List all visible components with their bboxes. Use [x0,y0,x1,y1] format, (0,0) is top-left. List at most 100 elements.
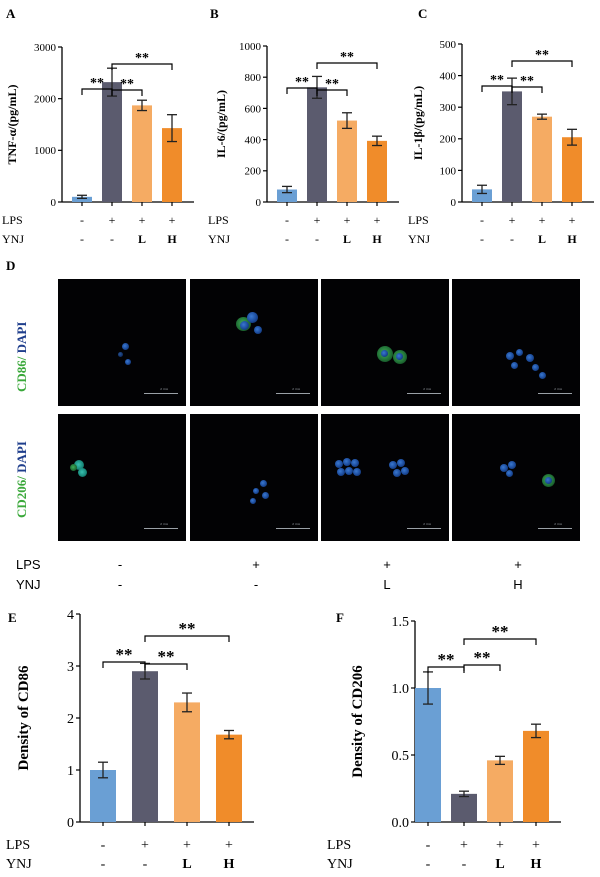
panel-letter-e: E [8,610,17,625]
significance-stars: ** [474,648,491,667]
panel-letter-d: D [6,258,16,273]
cell-nucleus [122,343,129,350]
micro-cd206-control: 2 mA [58,414,186,541]
lps-value: - [80,213,84,227]
cell-nucleus [262,492,269,499]
significance-bracket [511,60,573,67]
micro-cd206-lps-ynj-l: 2 mA [321,414,449,541]
cell-nucleus [260,480,267,487]
bar [523,730,549,822]
row-label-cd86-text: CD86/ [14,356,29,392]
y-axis-label: IL-6/(pg/mL) [214,90,228,158]
bar [216,734,242,822]
significance-bracket [463,664,501,671]
y-tick-label: 0.5 [392,749,410,764]
micro-lps-label: LPS [16,557,41,572]
cell-nucleus [532,364,539,371]
scale-bar-text: 2 mA [160,387,168,391]
ynj-value: H [372,232,382,246]
micro-lps-0: - [117,557,123,572]
cell-nucleus [526,354,534,362]
lps-value: - [285,213,289,227]
y-axis-label: TNF-α/(pg/mL) [5,84,19,164]
significance-stars: ** [325,77,339,92]
lps-value: + [314,213,321,227]
cell-nucleus [389,461,397,469]
significance-stars: ** [179,619,196,638]
scale-bar-text: 2 mA [160,522,168,526]
bar [532,116,552,202]
scale-bar [407,528,441,529]
scale-bar [144,393,178,394]
cell-nucleus [506,470,513,477]
y-axis-label: Density of CD206 [350,665,366,778]
scale-bar-text: 2 mA [292,387,300,391]
lps-label: LPS [408,213,429,227]
y-tick-label: 300 [440,102,457,114]
y-tick-label: 800 [245,72,262,84]
lps-value: + [496,838,504,853]
significance-bracket [144,663,188,670]
row-label-cd206: CD206/ DAPI [14,441,30,518]
lps-value: + [225,838,233,853]
significance-bracket [144,635,230,642]
lps-value: - [101,838,106,853]
microscopy-grid: 2 mA 2 mA 2 mA 2 mA [58,279,582,541]
micro-ynj-label: YNJ [16,577,41,592]
micro-cd86-lps: 2 mA [190,279,318,406]
y-tick-label: 0.0 [392,816,410,831]
panel-letter-a: A [6,6,16,21]
y-tick-label: 0 [256,197,262,209]
ynj-value: - [143,857,148,872]
significance-stars: ** [520,74,534,89]
cell-nucleus [253,488,259,494]
significance-bracket [111,63,173,70]
significance-stars: ** [135,51,149,66]
bar [562,137,582,202]
lps-value: + [141,838,149,853]
y-tick-label: 0 [51,197,57,209]
scale-bar-text: 2 mA [423,522,431,526]
cell-nucleus [353,468,361,476]
ynj-value: H [224,857,235,872]
ynj-value: H [531,857,542,872]
lps-value: + [183,838,191,853]
ynj-value: L [495,857,504,872]
bar [502,91,522,202]
cell-nucleus [393,469,401,477]
panel-letter-f: F [336,610,344,625]
micro-ynj-3: H [513,577,523,592]
y-tick-label: 400 [440,70,457,82]
scale-bar [144,528,178,529]
significance-stars: ** [490,73,504,88]
bar [132,671,158,822]
y-axis-label: IL-1β/(pg/mL) [411,86,425,160]
cell-nucleus [500,464,508,472]
lps-label: LPS [327,838,351,853]
row-label-cd206-text: CD206/ [14,476,29,518]
panel-letter-c: C [418,6,428,21]
y-tick-label: 200 [440,134,457,146]
micro-cd206-lps-ynj-h: 2 mA [452,414,580,541]
panel-letter-b: B [210,6,219,21]
ynj-value: - [315,232,319,246]
micro-cd86-lps-ynj-l: 2 mA [321,279,449,406]
cell-nucleus [506,352,514,360]
cell-nucleus [539,372,546,379]
scale-bar-text: 2 mA [292,522,300,526]
ynj-label: YNJ [2,232,24,246]
y-tick-label: 3000 [34,42,57,54]
y-tick-label: 600 [245,103,262,115]
y-tick-label: 200 [245,166,262,178]
scale-bar-text: 2 mA [554,522,562,526]
cell-nucleus [396,353,403,360]
significance-stars: ** [438,650,455,669]
scale-bar [276,528,310,529]
cell-nucleus [516,349,523,356]
bar [102,82,122,202]
significance-stars: ** [158,647,175,666]
cell-nucleus [337,468,345,476]
ynj-value: - [480,232,484,246]
y-tick-label: 1000 [239,41,262,53]
